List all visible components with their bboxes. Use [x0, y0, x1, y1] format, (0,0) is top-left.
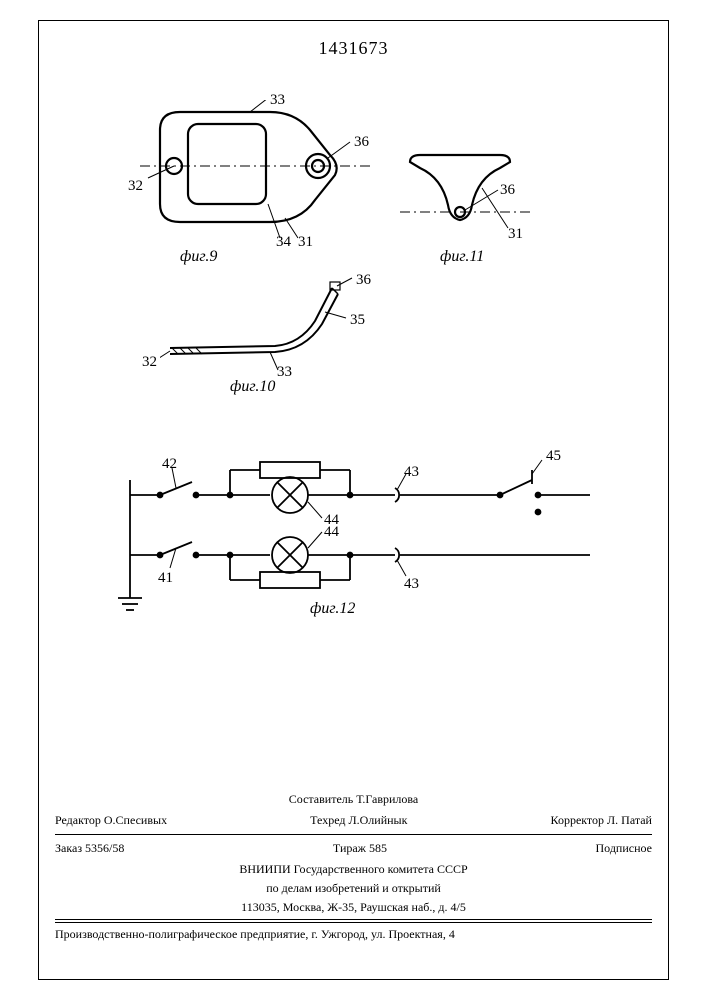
org-line-2: по делам изобретений и открытий [55, 879, 652, 898]
fig12-ref-45: 45 [546, 448, 561, 465]
footer-block: Составитель Т.Гаврилова Редактор О.Спеси… [55, 790, 652, 944]
fig9-drawing [140, 100, 370, 260]
org-line-1: ВНИИПИ Государственного комитета СССР [55, 860, 652, 879]
subscription: Подписное [596, 841, 653, 856]
divider-3 [55, 922, 652, 923]
fig9-ref-33: 33 [270, 92, 285, 109]
fig10-ref-32: 32 [142, 354, 157, 371]
fig12-label: фиг.12 [310, 600, 355, 618]
production-line: Производственно-полиграфическое предприя… [55, 925, 652, 944]
fig12-ref-41: 41 [158, 570, 173, 587]
corrector-credit: Корректор Л. Патай [551, 813, 652, 828]
divider-2 [55, 919, 652, 920]
fig10-ref-36: 36 [356, 272, 371, 289]
fig9-ref-31: 31 [298, 234, 313, 251]
fig10-ref-35: 35 [350, 312, 365, 329]
fig9-ref-34: 34 [276, 234, 291, 251]
order-number: Заказ 5356/58 [55, 841, 124, 856]
fig12-ref-43b: 43 [404, 576, 419, 593]
fig12-ref-43a: 43 [404, 464, 419, 481]
fig9-ref-36: 36 [354, 134, 369, 151]
fig9-label: фиг.9 [180, 248, 217, 266]
fig11-label: фиг.11 [440, 248, 484, 266]
fig9-ref-32: 32 [128, 178, 143, 195]
techred-credit: Техред Л.Олийнык [310, 813, 407, 828]
compiler-line: Составитель Т.Гаврилова [55, 790, 652, 809]
editor-credit: Редактор О.Спесивых [55, 813, 167, 828]
fig11-ref-36: 36 [500, 182, 515, 199]
footer-row-1: Редактор О.Спесивых Техред Л.Олийнык Кор… [55, 809, 652, 832]
fig12-ref-42: 42 [162, 456, 177, 473]
fig10-ref-33: 33 [277, 364, 292, 381]
tirazh: Тираж 585 [333, 841, 387, 856]
divider-1 [55, 834, 652, 835]
fig11-ref-31: 31 [508, 226, 523, 243]
fig10-label: фиг.10 [230, 378, 275, 396]
footer-row-2: Заказ 5356/58 Тираж 585 Подписное [55, 837, 652, 860]
fig12-ref-44b: 44 [324, 524, 339, 541]
patent-number: 1431673 [319, 38, 389, 59]
address-line: 113035, Москва, Ж-35, Раушская наб., д. … [55, 898, 652, 917]
fig10-drawing [160, 276, 370, 376]
